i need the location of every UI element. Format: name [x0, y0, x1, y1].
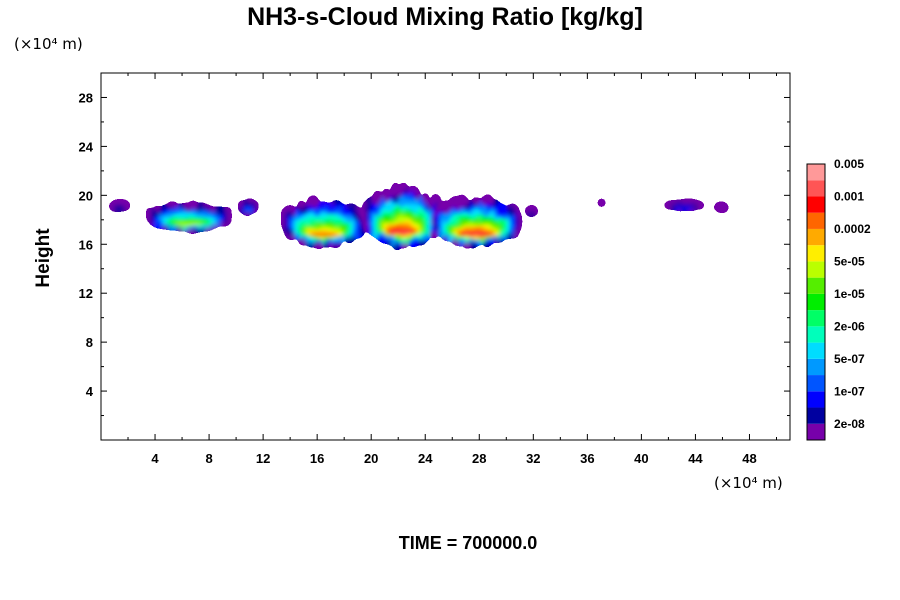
cloud-region-9: [715, 203, 727, 212]
colorbar-swatch: [807, 358, 825, 376]
chart-title: NH3-s-Cloud Mixing Ratio [kg/kg]: [247, 3, 643, 31]
colorbar-swatch: [807, 196, 825, 213]
colorbar-label: 2e-08: [834, 417, 865, 431]
x-tick-label: 40: [634, 451, 648, 466]
colorbar-swatch: [807, 164, 825, 181]
x-tick-label: 4: [151, 451, 159, 466]
cloud-contour-level-10: [175, 223, 202, 226]
colorbar-label: 1e-07: [834, 384, 865, 398]
cloud-contour-level-1: [528, 210, 535, 215]
colorbar-frame: [806, 163, 826, 441]
cloud-contour-level-2: [674, 205, 694, 208]
y-axis: 4 8 12 16 20 24 28: [79, 90, 790, 417]
x-tick-label: 44: [688, 451, 703, 466]
x-tick-label: 24: [418, 451, 433, 466]
colorbar: 2e-08 1e-07 5e-07 2e-06 1e-05 5e-05 0.0002 0.00…: [806, 157, 871, 441]
cloud-field: [110, 183, 727, 250]
y-tick-label: 8: [86, 335, 93, 350]
colorbar-label: 0.005: [834, 157, 864, 171]
cloud-region-7: [599, 199, 604, 206]
colorbar-swatch: [807, 245, 825, 262]
cloud-region-4: [364, 183, 439, 250]
cloud-contour-level-0: [715, 203, 727, 212]
x-tick-label: 48: [742, 451, 756, 466]
colorbar-swatch: [807, 391, 825, 408]
cloud-contour-level-3: [244, 207, 252, 212]
x-tick-label: 8: [205, 451, 212, 466]
x-tick-label: 32: [526, 451, 540, 466]
y-axis-unit: (×10⁴ m): [14, 35, 83, 53]
colorbar-label: 0.0002: [834, 222, 871, 236]
colorbar-swatch: [807, 342, 825, 359]
x-axis: 4 8 12 16 20 24 28 32 36 40 44 48: [127, 73, 777, 466]
colorbar-swatch: [807, 261, 825, 278]
x-tick-label: 16: [310, 451, 324, 466]
plot-frame: [100, 72, 791, 441]
y-tick-label: 16: [79, 237, 93, 252]
colorbar-swatch: [807, 326, 825, 343]
cloud-contour-level-15: [462, 233, 489, 237]
x-tick-label: 36: [580, 451, 594, 466]
colorbar-label: 1e-05: [834, 287, 865, 301]
y-tick-label: 12: [79, 286, 93, 301]
cloud-region-8: [665, 200, 703, 210]
cloud-region-0: [110, 201, 128, 210]
cloud-region-6: [526, 206, 536, 216]
y-tick-label: 28: [79, 90, 93, 105]
colorbar-swatch: [807, 228, 825, 246]
cloud-contour-level-13: [311, 233, 337, 237]
colorbar-swatch: [807, 375, 825, 392]
colorbar-swatch: [807, 407, 825, 424]
cloud-region-5: [432, 196, 520, 248]
x-tick-label: 28: [472, 451, 486, 466]
colorbar-label: 2e-06: [834, 319, 865, 333]
cloud-contour-level-0: [599, 199, 604, 206]
x-tick-label: 20: [364, 451, 378, 466]
y-axis-label: Height: [33, 228, 54, 288]
colorbar-swatch: [807, 277, 825, 294]
y-tick-label: 4: [86, 384, 94, 399]
colorbar-swatch: [807, 180, 825, 197]
time-label: TIME = 700000.0: [399, 533, 538, 553]
colorbar-label: 0.001: [834, 189, 864, 203]
cloud-region-2: [240, 199, 257, 215]
colorbar-swatch: [807, 423, 825, 440]
colorbar-swatch: [807, 212, 825, 229]
colorbar-label: 5e-07: [834, 352, 865, 366]
x-axis-unit: (×10⁴ m): [714, 474, 783, 492]
plot-area: [100, 72, 791, 441]
cloud-region-1: [148, 201, 230, 232]
y-tick-label: 20: [79, 188, 93, 203]
colorbar-label: 5e-05: [834, 254, 865, 268]
cloud-contour-level-1: [113, 204, 125, 210]
colorbar-swatch: [807, 293, 825, 311]
y-tick-label: 24: [79, 139, 94, 154]
cloud-contour-level-15: [390, 231, 413, 235]
x-tick-label: 12: [256, 451, 270, 466]
colorbar-swatch: [807, 310, 825, 327]
cloud-region-3: [283, 197, 365, 249]
